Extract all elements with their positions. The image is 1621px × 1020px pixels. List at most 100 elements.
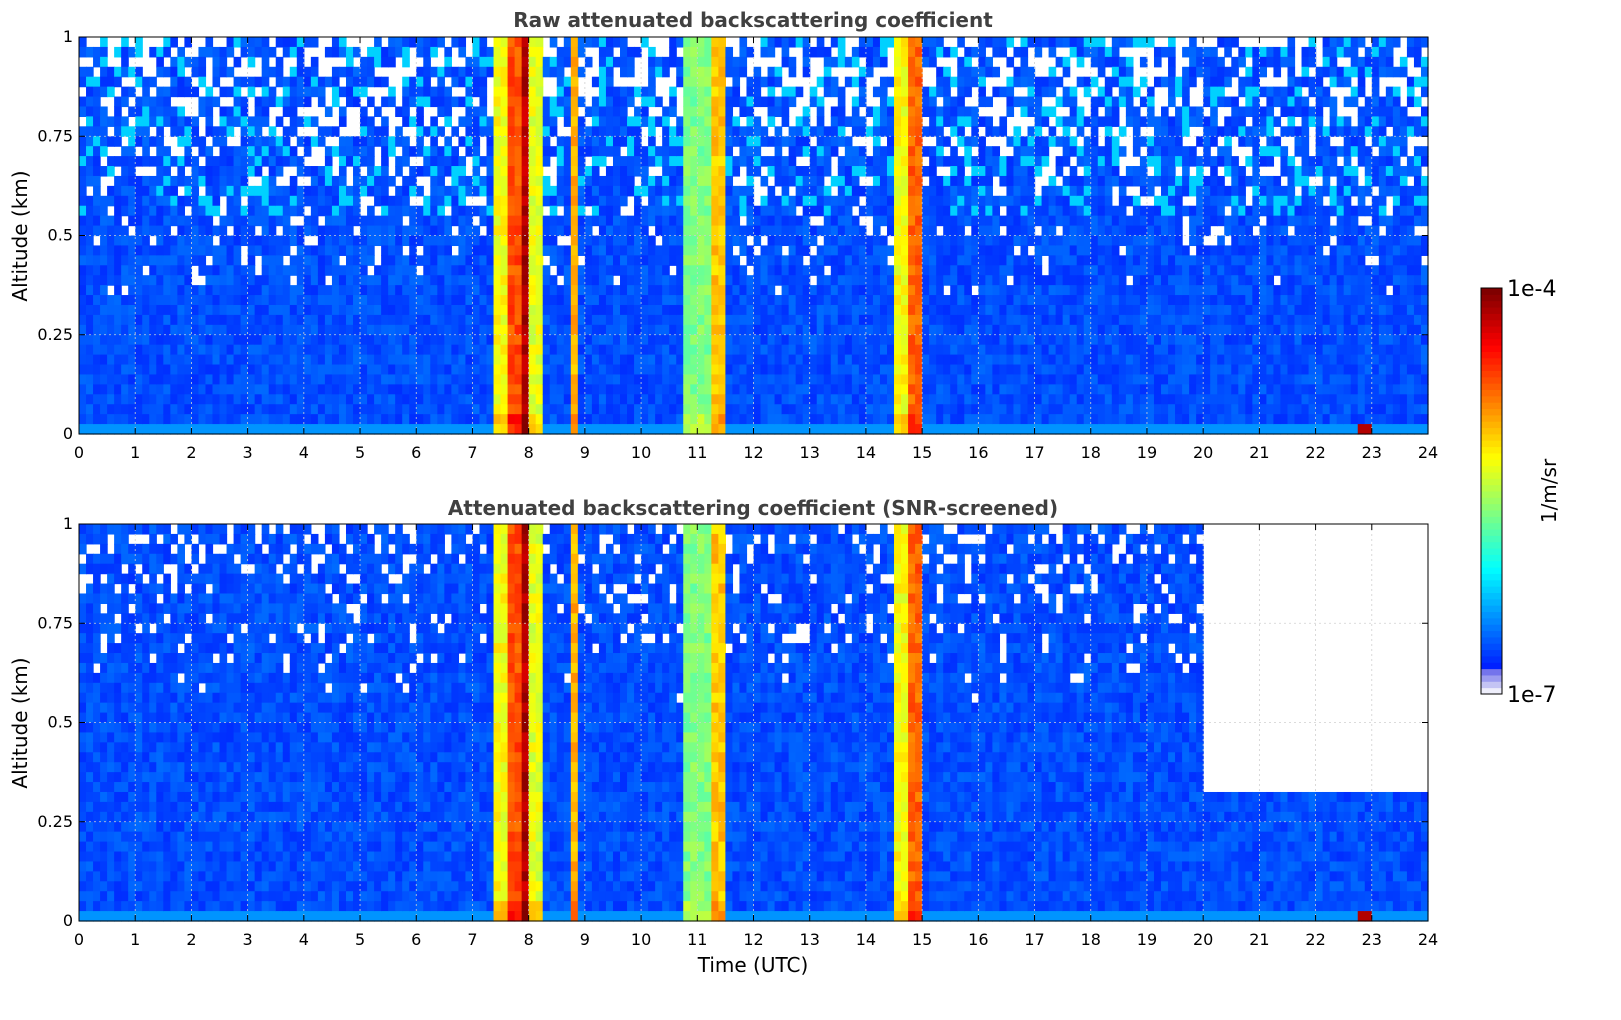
heatmap-cell [500,106,509,118]
heatmap-cell [128,374,136,385]
heatmap-cell [886,96,895,108]
heatmap-cell [697,364,705,376]
heatmap-cell [142,245,150,256]
heatmap-cell [985,166,993,177]
heatmap-cell [1069,344,1078,356]
heatmap-cell [746,175,755,187]
heatmap-cell [1090,175,1099,187]
heatmap-cell [142,225,150,237]
heatmap-cell [1069,175,1078,187]
heatmap-cell [303,275,312,286]
heatmap-cell [549,96,558,117]
heatmap-cell [760,37,769,48]
heatmap-cell [388,384,396,395]
heatmap-cell [233,96,242,108]
heatmap-cell [662,225,670,237]
heatmap-cell [261,275,270,286]
heatmap-cell [683,255,691,266]
heatmap-cell [514,76,523,88]
heatmap-cell [381,364,389,376]
heatmap-cell [528,146,537,157]
heatmap-cell [219,136,228,147]
heatmap-cell [100,56,108,68]
heatmap-cell [500,324,509,336]
heatmap-cell [627,136,635,157]
heatmap-cell [247,46,256,58]
heatmap-cell [908,414,916,425]
heatmap-cell [795,126,804,137]
heatmap-cell [598,334,607,346]
heatmap-cell [170,384,178,395]
heatmap-cell [514,205,523,217]
heatmap-cell [830,265,839,276]
heatmap-cell [367,424,375,435]
heatmap-cell [247,394,256,405]
heatmap-cell [1013,185,1022,197]
heatmap-cell [858,384,867,395]
heatmap-cell [226,374,235,385]
heatmap-cell [858,354,867,366]
heatmap-cell [275,205,284,217]
heatmap-cell [493,66,502,78]
heatmap-cell [268,86,277,98]
heatmap-cell [303,374,312,385]
heatmap-cell [268,354,277,366]
heatmap-cell [739,275,748,286]
heatmap-cell [865,56,874,68]
heatmap-cell [1062,285,1071,296]
heatmap-cell [338,66,347,78]
heatmap-cell [275,96,284,108]
heatmap-cell [275,364,284,376]
heatmap-cell [809,344,818,356]
heatmap-cell [774,175,783,187]
heatmap-cell [528,334,537,346]
heatmap-cell [760,295,769,306]
heatmap-cell [690,374,698,385]
heatmap-cell [957,295,965,306]
heatmap-cell [978,275,986,286]
heatmap-cell [142,175,150,187]
heatmap-cell [992,265,1001,276]
heatmap-cell [669,235,677,247]
heatmap-cell [205,384,214,395]
heatmap-cell [612,394,621,405]
heatmap-cell [802,225,811,247]
heatmap-cell [830,146,839,157]
heatmap-cell [367,304,375,316]
heatmap-cell [634,384,642,395]
heatmap-cell [486,126,495,137]
heatmap-cell [381,324,389,336]
heatmap-cell [100,334,108,346]
heatmap-cell [795,215,804,227]
heatmap-cell [360,56,368,68]
heatmap-cell [472,404,481,415]
heatmap-cell [156,255,164,266]
heatmap-cell [591,136,600,147]
heatmap-cell [929,364,937,376]
heatmap-cell [584,265,593,276]
heatmap-cell [114,195,122,207]
heatmap-cell [767,205,776,217]
heatmap-cell [999,304,1008,316]
heatmap-cell [170,56,178,68]
heatmap-cell [247,37,256,48]
heatmap-cell [837,86,846,98]
heatmap-cell [894,265,902,276]
heatmap-cell [261,245,270,256]
heatmap-cell [641,364,649,376]
heatmap-cell [915,235,923,247]
heatmap-cell [1034,314,1043,326]
heatmap-cell [1083,37,1092,48]
heatmap-cell [964,185,972,197]
heatmap-cell [507,106,516,118]
heatmap-cell [563,37,572,48]
heatmap-cell [591,374,600,385]
heatmap-cell [268,96,277,108]
heatmap-cell [430,96,438,108]
heatmap-cell [563,424,572,435]
heatmap-cell [922,166,930,177]
heatmap-cell [950,46,958,58]
heatmap-cell [704,76,712,88]
heatmap-cell [774,166,783,177]
heatmap-cell [268,245,277,256]
